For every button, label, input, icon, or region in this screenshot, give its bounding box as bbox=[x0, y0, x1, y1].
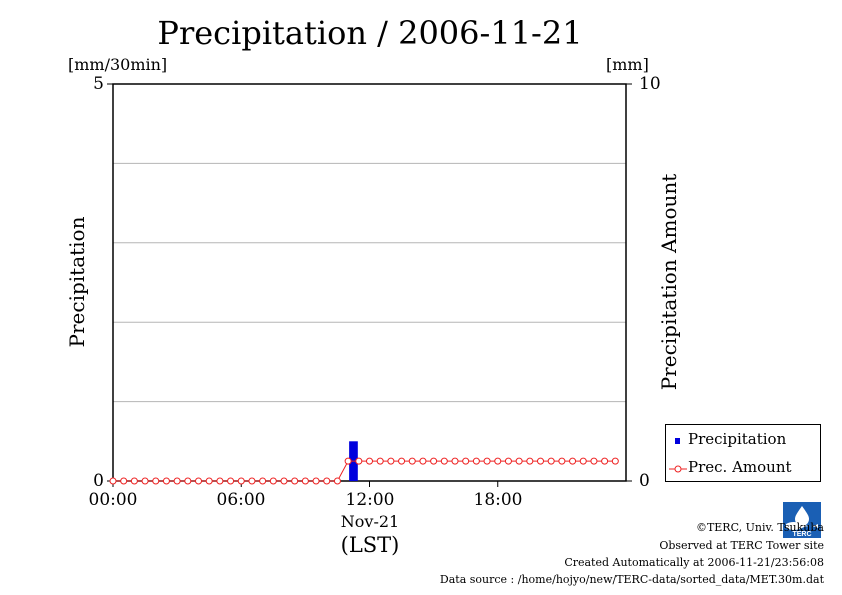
left-tick-max: 5 bbox=[93, 74, 104, 94]
x-tick-label: 18:00 bbox=[473, 490, 523, 510]
prec-amount-point bbox=[259, 477, 267, 485]
prec-amount-point bbox=[248, 477, 256, 485]
footer-observed: Observed at TERC Tower site bbox=[659, 539, 824, 552]
chart-title: Precipitation / 2006-11-21 bbox=[157, 14, 583, 52]
prec-amount-point bbox=[398, 457, 406, 465]
prec-amount-point bbox=[611, 457, 619, 465]
prec-amount-point bbox=[120, 477, 128, 485]
footer-created: Created Automatically at 2006-11-21/23:5… bbox=[564, 556, 824, 569]
prec-amount-point bbox=[558, 457, 566, 465]
left-axis-unit: [mm/30min] bbox=[68, 55, 168, 74]
prec-amount-point bbox=[269, 477, 277, 485]
legend-line-swatch bbox=[669, 465, 687, 473]
prec-amount-point bbox=[537, 457, 544, 465]
prec-amount-point bbox=[141, 477, 149, 485]
prec-amount-point bbox=[547, 457, 555, 465]
prec-amount-point bbox=[291, 477, 299, 485]
right-axis-unit: [mm] bbox=[606, 55, 649, 74]
prec-amount-point bbox=[162, 477, 170, 485]
prec-amount-point bbox=[451, 457, 459, 465]
prec-amount-point bbox=[494, 457, 502, 465]
prec-amount-point bbox=[280, 477, 288, 485]
legend: Precipitation Prec. Amount bbox=[665, 424, 821, 482]
prec-amount-point bbox=[569, 457, 577, 465]
left-axis-label: Precipitation bbox=[65, 216, 89, 348]
prec-amount-point bbox=[205, 477, 213, 485]
prec-amount-point bbox=[195, 477, 202, 485]
prec-amount-point bbox=[344, 457, 352, 465]
prec-amount-point bbox=[408, 457, 416, 465]
prec-amount-point bbox=[109, 477, 117, 485]
prec-amount-point bbox=[173, 477, 181, 485]
prec-amount-point bbox=[301, 477, 309, 485]
prec-amount-point bbox=[483, 457, 491, 465]
prec-amount-point bbox=[152, 477, 160, 485]
footer-source: Data source : /home/hojyo/new/TERC-data/… bbox=[439, 573, 824, 586]
prec-amount-point bbox=[366, 457, 373, 465]
prec-amount-point bbox=[579, 457, 587, 465]
x-tick-label: 00:00 bbox=[88, 490, 138, 510]
right-axis-label: Precipitation Amount bbox=[657, 173, 681, 391]
x-date-label: Nov-21 bbox=[340, 512, 400, 531]
x-tick-label: 12:00 bbox=[345, 490, 395, 510]
prec-amount-point bbox=[590, 457, 598, 465]
prec-amount-point bbox=[387, 457, 395, 465]
terc-logo: TERC bbox=[783, 502, 821, 538]
left-tick-min: 0 bbox=[93, 471, 104, 491]
right-tick-max: 10 bbox=[639, 74, 661, 94]
footer-copyright: ©TERC, Univ. Tsukuba bbox=[695, 521, 824, 534]
legend-label: Prec. Amount bbox=[688, 458, 792, 476]
prec-amount-point bbox=[515, 457, 523, 465]
prec-amount-point bbox=[430, 457, 438, 465]
prec-amount-point bbox=[376, 457, 384, 465]
prec-amount-point bbox=[323, 477, 331, 485]
prec-amount-point bbox=[440, 457, 448, 465]
prec-amount-point bbox=[184, 477, 192, 485]
prec-amount-point bbox=[312, 477, 320, 485]
prec-amount-point bbox=[419, 457, 427, 465]
prec-amount-point bbox=[216, 477, 224, 485]
legend-bar-swatch bbox=[675, 438, 680, 444]
prec-amount-point bbox=[355, 457, 363, 465]
prec-amount-point bbox=[130, 477, 138, 485]
legend-label: Precipitation bbox=[688, 430, 787, 448]
prec-amount-point bbox=[462, 457, 470, 465]
logo-text: TERC bbox=[792, 531, 811, 538]
prec-amount-point bbox=[227, 477, 235, 485]
x-tick-label: 06:00 bbox=[216, 490, 266, 510]
prec-amount-point bbox=[526, 457, 534, 465]
prec-amount-point bbox=[333, 477, 341, 485]
prec-amount-point bbox=[237, 477, 245, 485]
prec-amount-point bbox=[601, 457, 609, 465]
right-tick-min: 0 bbox=[639, 471, 650, 491]
x-axis-unit: (LST) bbox=[340, 533, 400, 557]
prec-amount-point bbox=[472, 457, 480, 465]
prec-amount-point bbox=[504, 457, 512, 465]
plot-frame bbox=[112, 83, 627, 482]
